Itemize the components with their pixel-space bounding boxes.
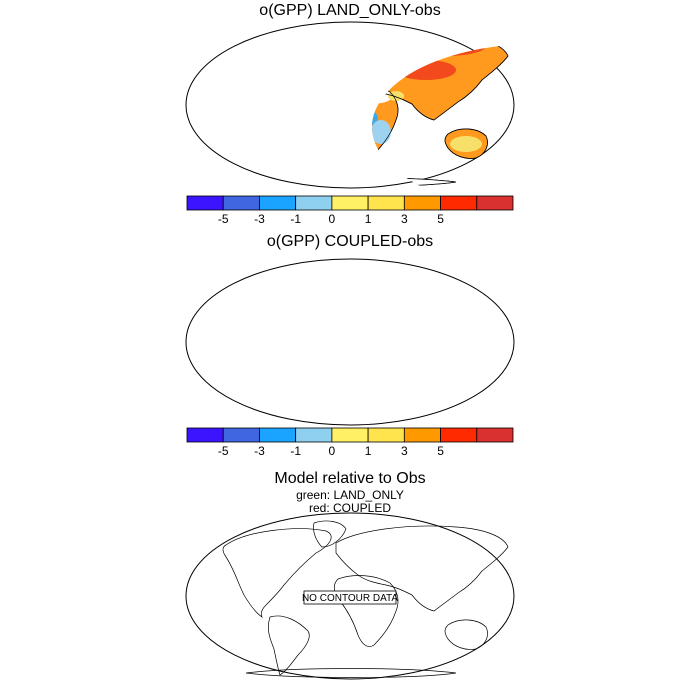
colorbar1-tick-label: -5 bbox=[218, 212, 229, 226]
colorbar2-tick-label: 5 bbox=[437, 444, 444, 458]
panel1-title: o(GPP) LAND_ONLY-obs bbox=[259, 2, 441, 19]
colorbar2-swatch-2 bbox=[259, 427, 297, 443]
colorbar1-swatch-7 bbox=[440, 195, 478, 211]
map-panel3: NO CONTOUR DATA bbox=[185, 512, 515, 680]
colorbar1-tick-label: 5 bbox=[437, 212, 444, 226]
colorbar2-swatch-7 bbox=[440, 427, 478, 443]
colorbar1-swatch-6 bbox=[403, 195, 441, 211]
colorbar1-tick-label: 0 bbox=[329, 212, 336, 226]
colorbar1-swatch-4 bbox=[331, 195, 369, 211]
colorbar1-swatch-1 bbox=[222, 195, 260, 211]
colorbar2-swatch-4 bbox=[331, 427, 369, 443]
colorbar2-swatch-5 bbox=[367, 427, 405, 443]
colorbar1-tick-label: -3 bbox=[254, 212, 265, 226]
colorbar1-tick-label: 3 bbox=[401, 212, 408, 226]
colorbar2-swatch-8 bbox=[476, 427, 514, 443]
colorbar1-tick-label: 1 bbox=[365, 212, 372, 226]
colorbar1-swatch-3 bbox=[295, 195, 333, 211]
colorbar2-swatch-0 bbox=[186, 427, 224, 443]
no-contour-message: NO CONTOUR DATA bbox=[302, 593, 398, 604]
colorbar2-swatch-1 bbox=[222, 427, 260, 443]
no-data-box bbox=[303, 590, 397, 605]
colorbar1-swatch-5 bbox=[367, 195, 405, 211]
panel2-title: o(GPP) COUPLED-obs bbox=[266, 233, 434, 250]
colorbar2-tick-label: -3 bbox=[254, 444, 265, 458]
map-panel2 bbox=[185, 258, 515, 426]
colorbar2-tick-label: 0 bbox=[329, 444, 336, 458]
colorbar1-tick-label: -1 bbox=[290, 212, 301, 226]
panel3-title: Model relative to Obs bbox=[274, 470, 426, 487]
map-panel1 bbox=[185, 21, 515, 189]
colorbar-panel2: -5 -3 -1 0 1 3 5 bbox=[186, 427, 514, 458]
colorbar2-swatch-3 bbox=[295, 427, 333, 443]
colorbar-panel1: -5 -3 -1 0 1 3 5 bbox=[186, 195, 514, 226]
colorbar2-tick-label: -5 bbox=[218, 444, 229, 458]
legend-coupled: red: COUPLED bbox=[308, 501, 392, 515]
colorbar2-swatch-6 bbox=[403, 427, 441, 443]
colorbar1-swatch-8 bbox=[476, 195, 514, 211]
colorbar2-tick-label: 1 bbox=[365, 444, 372, 458]
colorbar2-tick-label: 3 bbox=[401, 444, 408, 458]
legend-land-only: green: LAND_ONLY bbox=[296, 488, 404, 502]
colorbar1-swatch-0 bbox=[186, 195, 224, 211]
colorbar2-tick-label: -1 bbox=[290, 444, 301, 458]
colorbar1-swatch-2 bbox=[259, 195, 297, 211]
